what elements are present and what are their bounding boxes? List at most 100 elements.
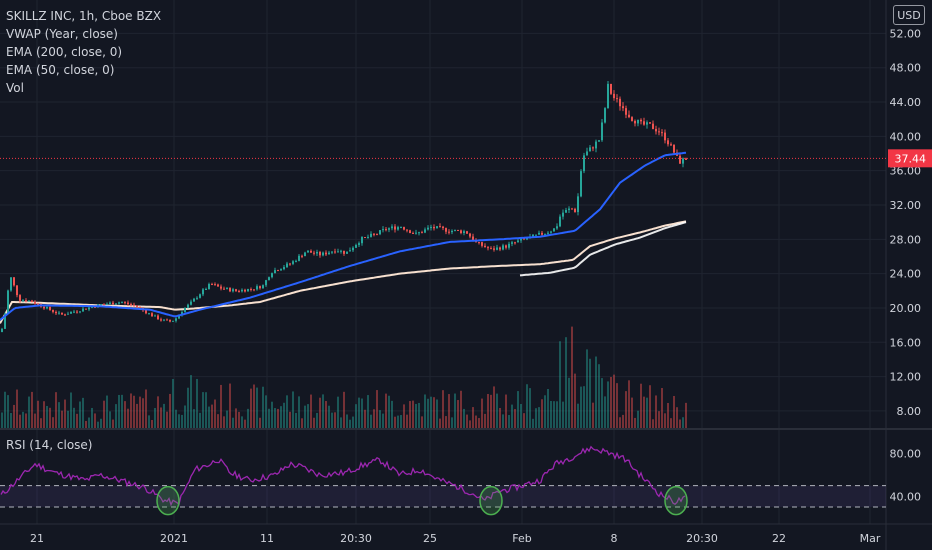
volume-bar [67,410,69,428]
candle-body [103,304,105,306]
volume-bar [508,415,510,428]
volume-bar [661,388,663,428]
volume-bar [319,397,321,428]
y-tick-label: 48.00 [890,62,922,75]
volume-bar [532,418,534,428]
volume-bar [370,414,372,428]
volume-bar [184,405,186,428]
candle-body [571,208,573,210]
candle-body [559,216,561,227]
candle-body [646,122,648,125]
candle-body [385,229,387,231]
volume-bar [427,398,429,428]
volume-bar [133,395,135,428]
legend-ema200[interactable]: EMA (200, close, 0) [6,45,123,59]
candle-body [127,302,129,305]
volume-bar [256,387,258,428]
candle-body [484,245,486,248]
candle-body [214,284,216,286]
volume-bar [517,391,519,428]
volume-bar [664,413,666,428]
candle-body [613,93,615,99]
candle-body [367,236,369,238]
candle-body [472,236,474,241]
volume-bar [88,417,90,428]
volume-bar [292,391,294,428]
legend-symbol[interactable]: SKILLZ INC, 1h, Cboe BZX [6,9,162,23]
candle-body [268,277,270,281]
legend-ema50[interactable]: EMA (50, close, 0) [6,63,115,77]
volume-bar [16,389,18,428]
volume-bar [235,408,237,428]
legend-vwap[interactable]: VWAP (Year, close) [6,27,118,41]
candle-body [433,226,435,229]
volume-bar [340,417,342,428]
candle-body [217,284,219,287]
candle-body [487,247,489,249]
candle-body [418,232,420,234]
candle-body [496,247,498,250]
volume-bar [322,394,324,428]
volume-bar [667,402,669,428]
legend-vol[interactable]: Vol [6,81,24,95]
currency-badge[interactable]: USD [893,5,925,25]
x-tick-label: Mar [860,532,881,545]
volume-bar [562,401,564,428]
volume-bar [313,417,315,428]
volume-bar [655,395,657,428]
candle-body [298,255,300,261]
volume-bar [241,416,243,428]
volume-bar [490,394,492,428]
volume-bar [289,411,291,428]
volume-bar [589,358,591,428]
axes: 52.00 48.00 44.00 40.00 36.00 32.00 28.00 24.00… [30,27,932,545]
volume-bar [451,417,453,428]
candle-body [61,312,63,315]
volume-bar [559,341,561,428]
volume-bar [223,416,225,428]
x-tick-label: 11 [260,532,274,545]
volume-bar [610,376,612,428]
volume-bar [328,405,330,428]
candle-body [154,315,156,317]
volume-bar [676,407,678,428]
volume-bar [196,378,198,428]
x-tick-label: Feb [512,532,531,545]
volume-bar [646,397,648,428]
candle-body [121,302,123,304]
volume-bar [394,416,396,428]
candle-body [313,252,315,254]
candle-body [478,242,480,244]
volume-bar [574,373,576,428]
y-tick-label: 36.00 [890,165,922,178]
candle-body [685,158,687,160]
volume-bar [31,391,33,428]
candle-body [550,231,552,233]
candle-body [391,226,393,229]
volume-bar [151,419,153,428]
candle-body [352,247,354,251]
volume-bar [85,420,87,428]
candle-body [283,267,285,270]
volume-bar [70,392,72,428]
candle-body [52,309,54,312]
volume-bar [463,408,465,428]
candle-body [439,226,441,228]
legend-rsi[interactable]: RSI (14, close) [6,438,93,452]
ema200-path [519,221,687,277]
volume-bar [82,397,84,428]
candle-body [10,277,12,291]
volume-bar [388,395,390,428]
volume-bar [166,411,168,428]
candle-body [382,229,384,231]
x-tick-label: 21 [30,532,44,545]
volume-bar [625,391,627,428]
candle-body [637,119,639,124]
y-tick-label: 12.00 [890,371,922,384]
volume-bar [637,410,639,428]
volume-bar [397,415,399,428]
candle-body [631,117,633,121]
candle-body [580,171,582,197]
